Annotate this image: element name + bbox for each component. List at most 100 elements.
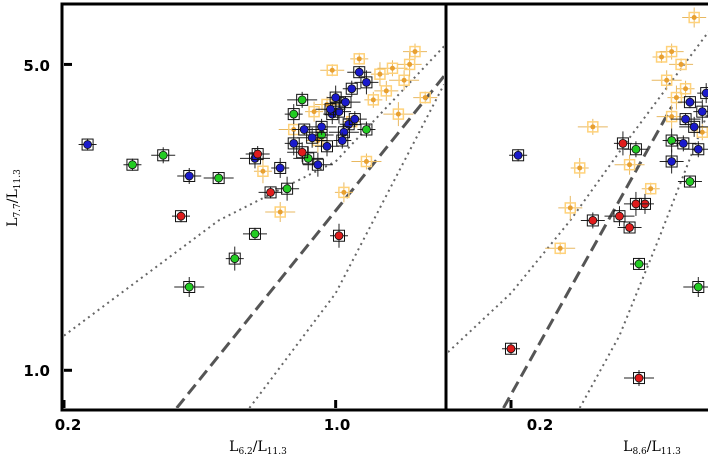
orange-data-point-core	[383, 88, 389, 94]
red-data-point-frame	[264, 186, 277, 199]
orange-data-point-core	[407, 61, 413, 67]
green-data-point	[667, 136, 677, 145]
blue-data-point	[689, 122, 699, 132]
upper-bound-line	[448, 30, 708, 353]
green-data-point	[693, 282, 703, 292]
blue-data-point	[313, 160, 323, 170]
orange-data-point-core	[678, 61, 684, 67]
orange-data-point	[392, 108, 405, 120]
right-plot-area	[448, 7, 708, 408]
orange-data-point	[623, 158, 636, 171]
green-data-point-frame	[248, 227, 261, 240]
green-data-point-frame	[287, 108, 300, 121]
blue-data-point	[331, 93, 341, 102]
blue-data-point-frame	[339, 96, 352, 109]
red-data-point	[334, 231, 344, 241]
orange-data-point-core	[422, 95, 428, 101]
orange-data-point	[353, 53, 366, 65]
blue-data-point	[678, 138, 688, 148]
red-data-point	[631, 199, 641, 209]
green-data-point	[250, 229, 260, 239]
orange-data-point	[380, 85, 393, 97]
blue-data-point-frame	[324, 103, 337, 116]
green-data-point	[158, 150, 168, 160]
blue-data-point-frame	[274, 161, 287, 174]
red-data-point-frame	[296, 146, 309, 159]
orange-data-point-core	[363, 159, 369, 165]
green-data-point-frame	[126, 158, 139, 171]
blue-data-point	[341, 97, 350, 107]
orange-data-point-core	[659, 54, 665, 60]
blue-data-point-frame	[683, 96, 696, 109]
green-data-point-frame	[692, 281, 705, 294]
blue-data-point	[354, 67, 364, 77]
upper-bound-line	[64, 45, 444, 337]
red-data-point-frame	[616, 137, 629, 150]
orange-data-point	[675, 58, 687, 71]
red-data-point	[253, 149, 263, 159]
blue-data-point-frame	[321, 140, 334, 153]
green-data-point-frame	[302, 152, 315, 165]
red-data-point	[625, 223, 634, 232]
green-data-point	[289, 109, 299, 119]
green-data-point	[282, 184, 292, 194]
orange-data-point	[374, 68, 386, 80]
red-data-point	[506, 344, 516, 354]
green-data-point	[230, 254, 240, 263]
green-data-point	[128, 160, 137, 170]
fit-line	[502, 106, 673, 408]
blue-data-point	[685, 97, 695, 107]
green-data-point-frame	[633, 257, 646, 270]
blue-data-point-frame	[353, 66, 366, 79]
blue-data-point-frame	[311, 158, 324, 171]
orange-data-point-core	[412, 49, 418, 55]
blue-data-point	[350, 114, 360, 124]
green-data-point	[634, 259, 644, 269]
blue-data-point-frame	[360, 76, 373, 89]
orange-data-point-core	[389, 65, 395, 71]
blue-data-point	[317, 122, 326, 132]
orange-data-point	[338, 186, 350, 199]
left-xtick-label: 0.2	[55, 416, 82, 434]
orange-data-point-core	[669, 114, 675, 120]
green-data-point-frame	[683, 175, 696, 188]
orange-data-point	[326, 64, 339, 76]
red-data-point-frame	[629, 197, 642, 210]
blue-data-point	[307, 133, 317, 143]
red-data-point	[615, 211, 624, 221]
green-data-point	[184, 282, 194, 292]
lower-bound-line	[248, 83, 444, 408]
red-data-point-frame	[633, 372, 646, 385]
red-data-point-frame	[586, 214, 599, 227]
right-panel-frame	[444, 2, 708, 412]
orange-data-point	[274, 206, 286, 218]
orange-data-point-core	[577, 165, 583, 171]
red-data-point-frame	[613, 210, 626, 223]
blue-data-point	[681, 114, 690, 124]
orange-data-point	[409, 45, 421, 58]
red-data-point	[176, 211, 186, 221]
blue-data-point-frame	[345, 82, 358, 95]
orange-data-point-core	[557, 245, 563, 251]
orange-data-point-core	[691, 15, 697, 21]
red-data-point-frame	[504, 342, 517, 355]
blue-data-point-frame	[183, 169, 196, 182]
orange-data-point-core	[648, 186, 654, 192]
orange-data-point	[660, 74, 673, 87]
right-xlabel: L8.6/L11.3	[623, 439, 681, 456]
right-xtick-label: 0.2	[527, 416, 554, 434]
blue-data-point-frame	[700, 87, 708, 100]
fit-line	[175, 75, 444, 408]
blue-data-point-frame	[688, 120, 701, 133]
blue-data-point	[347, 84, 357, 94]
orange-data-point	[308, 105, 320, 118]
green-data-point	[297, 95, 307, 105]
red-data-point	[266, 187, 275, 197]
orange-data-point-core	[329, 67, 335, 73]
orange-data-point-core	[627, 162, 633, 168]
green-data-point	[214, 173, 224, 183]
blue-data-point-frame	[665, 155, 678, 168]
blue-data-point	[513, 150, 523, 160]
red-data-point-frame	[333, 229, 346, 242]
